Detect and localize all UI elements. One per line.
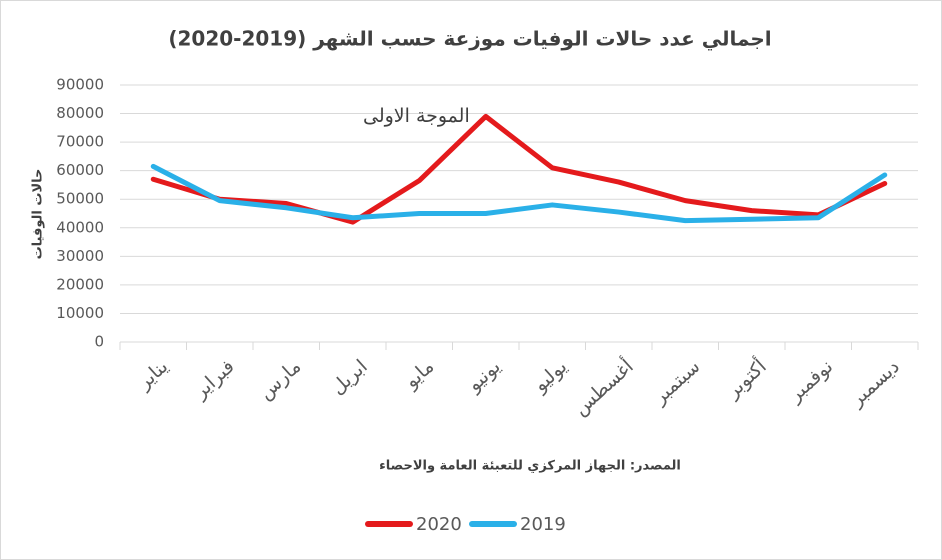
series-line [150, 113, 888, 225]
y-tick-label: 0 [94, 333, 104, 351]
y-tick-label: 90000 [56, 76, 104, 94]
y-tick-label: 10000 [56, 304, 104, 322]
y-tick-label: 70000 [56, 133, 104, 151]
legend-label: 2020 [416, 514, 462, 535]
source-note: المصدر: الجهاز المركزي للتعبئة العامة وا… [379, 459, 681, 474]
y-tick-label: 40000 [56, 218, 104, 236]
y-tick-label: 80000 [56, 104, 104, 122]
y-axis-label: حالات الوفيات [31, 169, 46, 260]
chart-title: اجمالي عدد حالات الوفيات موزعة حسب الشهر… [168, 27, 771, 52]
legend-label: 2019 [520, 514, 566, 535]
series-line [150, 163, 888, 224]
y-tick-label: 60000 [56, 161, 104, 179]
y-tick-label: 50000 [56, 190, 104, 208]
y-tick-label: 20000 [56, 275, 104, 293]
y-tick-label: 30000 [56, 247, 104, 265]
annotation: الموجة الاولى [363, 105, 470, 127]
